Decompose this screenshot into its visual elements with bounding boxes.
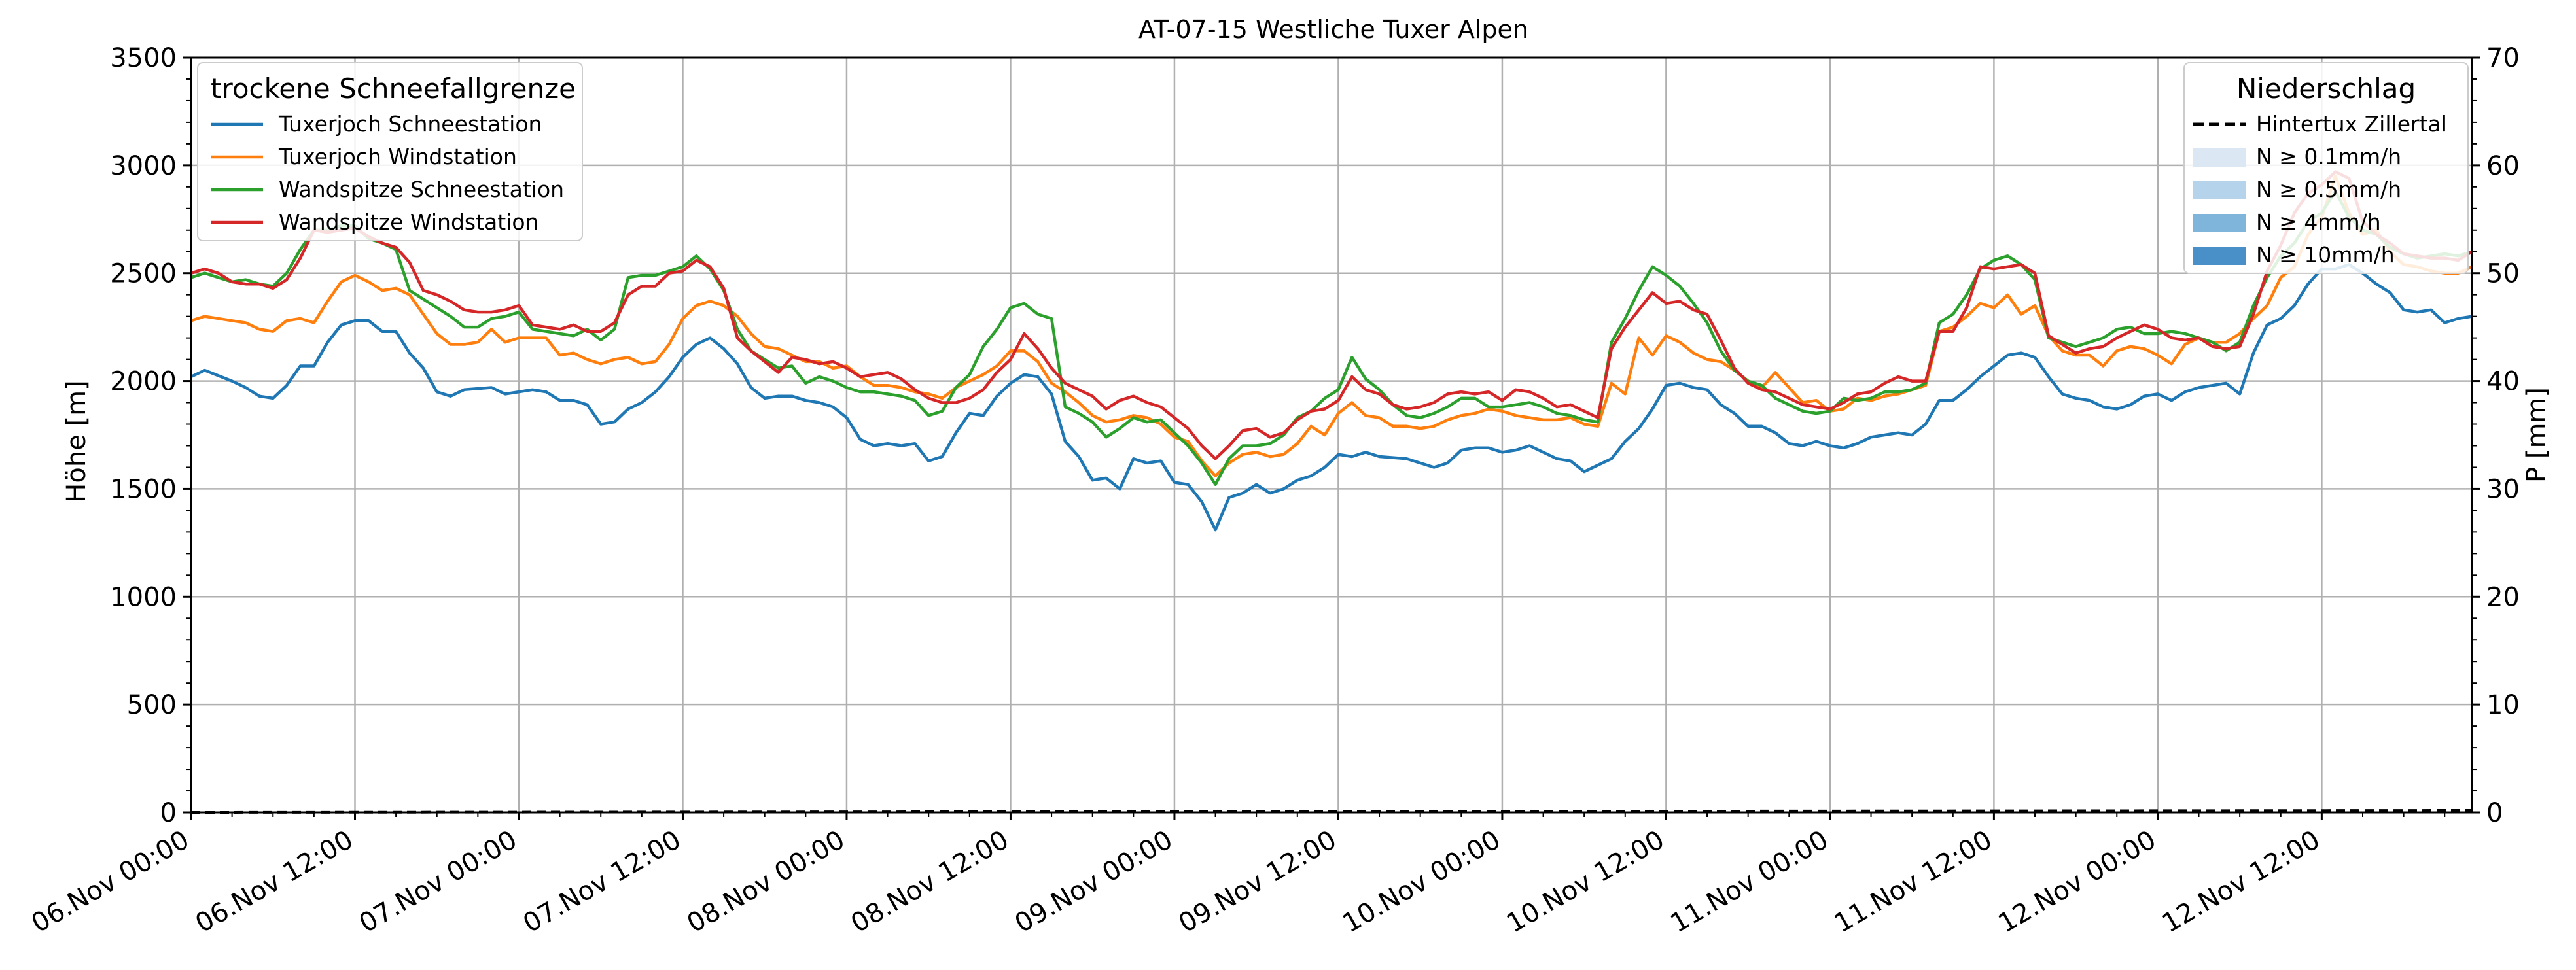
legend-left-label: Tuxerjoch Windstation <box>278 144 517 169</box>
legend-left-label: Wandspitze Schneestation <box>279 177 564 202</box>
y-tick-label: 2500 <box>110 259 177 289</box>
legend-right-swatch <box>2193 214 2246 232</box>
series-line-wandspitze-schneestation <box>190 190 2473 487</box>
y-tick-label: 0 <box>160 798 177 828</box>
y-tick-label: 3500 <box>110 43 177 73</box>
series-line-wandspitze-windstation <box>190 170 2473 460</box>
legend-right-swatch <box>2193 247 2246 265</box>
series-line-tuxerjoch-windstation <box>190 175 2473 477</box>
y-tick-label: 1000 <box>110 582 177 612</box>
legend-left-box <box>197 62 583 241</box>
legend-right-label: N ≥ 0.1mm/h <box>2256 144 2401 169</box>
legend-left-title: trockene Schneefallgrenze <box>211 73 576 105</box>
legend-right-swatch <box>2193 181 2246 199</box>
y-tick-label: 500 <box>127 690 177 720</box>
chart-title: AT-07-15 Westliche Tuxer Alpen <box>1138 15 1528 44</box>
y2-tick-label: 70 <box>2486 43 2520 73</box>
y-tick-label: 3000 <box>110 151 177 181</box>
legend-right-label: N ≥ 4mm/h <box>2256 209 2381 235</box>
legend-right-swatch <box>2193 148 2246 167</box>
y2-tick-label: 10 <box>2486 690 2520 720</box>
series-line-tuxerjoch-schneestation <box>190 263 2473 532</box>
legend-left-label: Tuxerjoch Schneestation <box>278 111 542 137</box>
legend-right-label: N ≥ 10mm/h <box>2256 242 2395 268</box>
legend-right-label: Hintertux Zillertal <box>2256 111 2447 137</box>
legend-left-label: Wandspitze Windstation <box>279 209 538 235</box>
legend-left: trockene Schneefallgrenze Tuxerjoch Schn… <box>197 62 583 241</box>
series-layer <box>190 170 2473 532</box>
legend-right-entries: Hintertux Zillertal N ≥ 0.1mm/h N ≥ 0.5mm/… <box>2193 111 2447 268</box>
legend-right: Niederschlag Hintertux Zillertal N ≥ 0.1m… <box>2183 62 2469 274</box>
y2-tick-label: 40 <box>2486 367 2520 397</box>
legend-right-box <box>2183 62 2469 274</box>
y2-tick-label: 20 <box>2486 582 2520 612</box>
y2-tick-label: 60 <box>2486 151 2520 181</box>
legend-right-title: Niederschlag <box>2236 73 2416 105</box>
y2-tick-label: 50 <box>2486 259 2520 289</box>
legend-right-label: N ≥ 0.5mm/h <box>2256 177 2401 202</box>
y2-tick-label: 0 <box>2486 798 2503 828</box>
y2-tick-label: 30 <box>2486 474 2520 504</box>
plot-frame <box>190 56 2473 814</box>
y-tick-label: 1500 <box>110 474 177 504</box>
y2-axis-label: P [mm] <box>2522 387 2552 483</box>
legend-left-entries: Tuxerjoch Schneestation Tuxerjoch Windsta… <box>211 111 564 235</box>
y-tick-label: 2000 <box>110 367 177 397</box>
y-axis-label: Höhe [m] <box>62 380 92 502</box>
